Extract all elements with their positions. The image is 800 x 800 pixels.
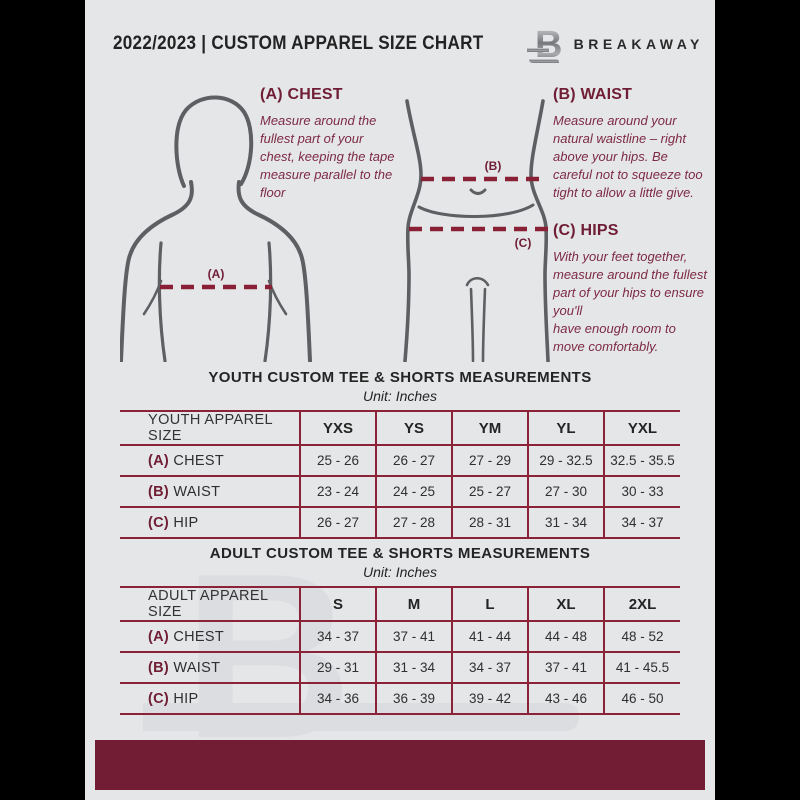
adult-header-row: ADULT APPAREL SIZE S M L XL 2XL [120, 587, 680, 621]
youth-table-title: YOUTH CUSTOM TEE & SHORTS MEASUREMENTS [208, 369, 592, 386]
youth-waist-yxl: 30 - 33 [603, 476, 680, 507]
chest-body-text: Measure around the fullest part of your … [260, 113, 395, 200]
adult-table-unit: Unit: Inches [363, 564, 437, 580]
adult-hip-l: 39 - 42 [451, 683, 528, 714]
youth-chest-ym: 27 - 29 [451, 445, 528, 476]
waist-instructions: (B) WAIST Measure around your natural wa… [553, 86, 708, 202]
adult-size-s: S [299, 587, 376, 621]
youth-waist-yxs: 23 - 24 [299, 476, 376, 507]
youth-hip-yxs: 26 - 27 [299, 507, 376, 538]
hips-body-text: With your feet together, measure around … [553, 249, 707, 354]
adult-waist-2xl: 41 - 45.5 [603, 652, 680, 683]
youth-size-yl: YL [527, 411, 604, 445]
youth-waist-ym: 25 - 27 [451, 476, 528, 507]
youth-size-table: YOUTH APPAREL SIZE YXS YS YM YL YXL (A) … [120, 410, 680, 539]
table-row: (A) CHEST 34 - 37 37 - 41 41 - 44 44 - 4… [120, 621, 680, 652]
adult-size-xl: XL [527, 587, 604, 621]
youth-size-yxs: YXS [299, 411, 376, 445]
hips-instructions: (C) HIPS With your feet together, measur… [553, 222, 708, 356]
brand-name: BREAKAWAY [573, 36, 704, 52]
torso-chest-figure: (A) [120, 95, 312, 362]
youth-chest-yxs: 25 - 26 [299, 445, 376, 476]
youth-chest-label: (A) CHEST [148, 452, 225, 469]
waist-body-text: Measure around your natural waistline – … [553, 113, 703, 200]
breakaway-logo-icon: B [526, 24, 562, 66]
adult-hip-2xl: 46 - 50 [603, 683, 680, 714]
adult-hip-xl: 43 - 46 [527, 683, 604, 714]
adult-size-l: L [451, 587, 528, 621]
waist-hip-figure: (B) (C) [403, 99, 550, 362]
youth-hip-label: (C) HIP [148, 514, 199, 531]
chest-heading: (A) CHEST [260, 86, 343, 103]
youth-waist-ys: 24 - 25 [375, 476, 452, 507]
table-row: (B) WAIST 29 - 31 31 - 34 34 - 37 37 - 4… [120, 652, 680, 683]
youth-header-row: YOUTH APPAREL SIZE YXS YS YM YL YXL [120, 411, 680, 445]
adult-chest-l: 41 - 44 [451, 621, 528, 652]
adult-size-m: M [375, 587, 452, 621]
page-title: 2022/2023 | CUSTOM APPAREL SIZE CHART [113, 33, 484, 54]
table-row: (A) CHEST 25 - 26 26 - 27 27 - 29 29 - 3… [120, 445, 680, 476]
adult-chest-s: 34 - 37 [299, 621, 376, 652]
youth-chest-ys: 26 - 27 [375, 445, 452, 476]
hip-marker-label: (C) [515, 236, 532, 250]
brand-block: B BREAKAWAY [525, 22, 704, 66]
adult-size-2xl: 2XL [603, 587, 680, 621]
youth-table-unit: Unit: Inches [363, 388, 437, 404]
table-row: (C) HIP 26 - 27 27 - 28 28 - 31 31 - 34 … [120, 507, 680, 538]
adult-hip-s: 34 - 36 [299, 683, 376, 714]
table-row: (B) WAIST 23 - 24 24 - 25 25 - 27 27 - 3… [120, 476, 680, 507]
table-row: (C) HIP 34 - 36 36 - 39 39 - 42 43 - 46 … [120, 683, 680, 714]
page-content: B 2022/2023 | CUSTOM APPAREL SIZE CHART [85, 0, 715, 800]
youth-hip-ym: 28 - 31 [451, 507, 528, 538]
adult-waist-label: (B) WAIST [148, 659, 221, 676]
adult-waist-s: 29 - 31 [299, 652, 376, 683]
adult-waist-m: 31 - 34 [375, 652, 452, 683]
adult-table-title: ADULT CUSTOM TEE & SHORTS MEASUREMENTS [209, 545, 591, 562]
header: 2022/2023 | CUSTOM APPAREL SIZE CHART B [113, 18, 699, 70]
youth-waist-label: (B) WAIST [148, 483, 221, 500]
youth-hip-ys: 27 - 28 [375, 507, 452, 538]
adult-hip-label: (C) HIP [148, 690, 199, 707]
waist-marker-label: (B) [485, 159, 502, 173]
footer-accent-bar [95, 740, 705, 790]
waist-heading: (B) WAIST [553, 86, 633, 103]
youth-hip-yl: 31 - 34 [527, 507, 604, 538]
adult-chest-2xl: 48 - 52 [603, 621, 680, 652]
youth-size-ys: YS [375, 411, 452, 445]
hips-heading: (C) HIPS [553, 222, 619, 239]
youth-hip-yxl: 34 - 37 [603, 507, 680, 538]
youth-chest-yl: 29 - 32.5 [527, 445, 604, 476]
youth-size-ym: YM [451, 411, 528, 445]
youth-waist-yl: 27 - 30 [527, 476, 604, 507]
chest-instructions: (A) CHEST Measure around the fullest par… [260, 86, 400, 202]
adult-waist-xl: 37 - 41 [527, 652, 604, 683]
adult-waist-l: 34 - 37 [451, 652, 528, 683]
youth-chest-yxl: 32.5 - 35.5 [603, 445, 680, 476]
youth-size-yxl: YXL [603, 411, 680, 445]
chest-marker-label: (A) [208, 267, 225, 281]
adult-size-table: ADULT APPAREL SIZE S M L XL 2XL (A) CHES… [120, 586, 680, 715]
adult-hip-m: 36 - 39 [375, 683, 452, 714]
youth-size-col-header: YOUTH APPAREL SIZE [148, 412, 273, 444]
adult-chest-m: 37 - 41 [375, 621, 452, 652]
adult-chest-xl: 44 - 48 [527, 621, 604, 652]
adult-chest-label: (A) CHEST [148, 628, 225, 645]
adult-size-col-header: ADULT APPAREL SIZE [148, 588, 268, 620]
